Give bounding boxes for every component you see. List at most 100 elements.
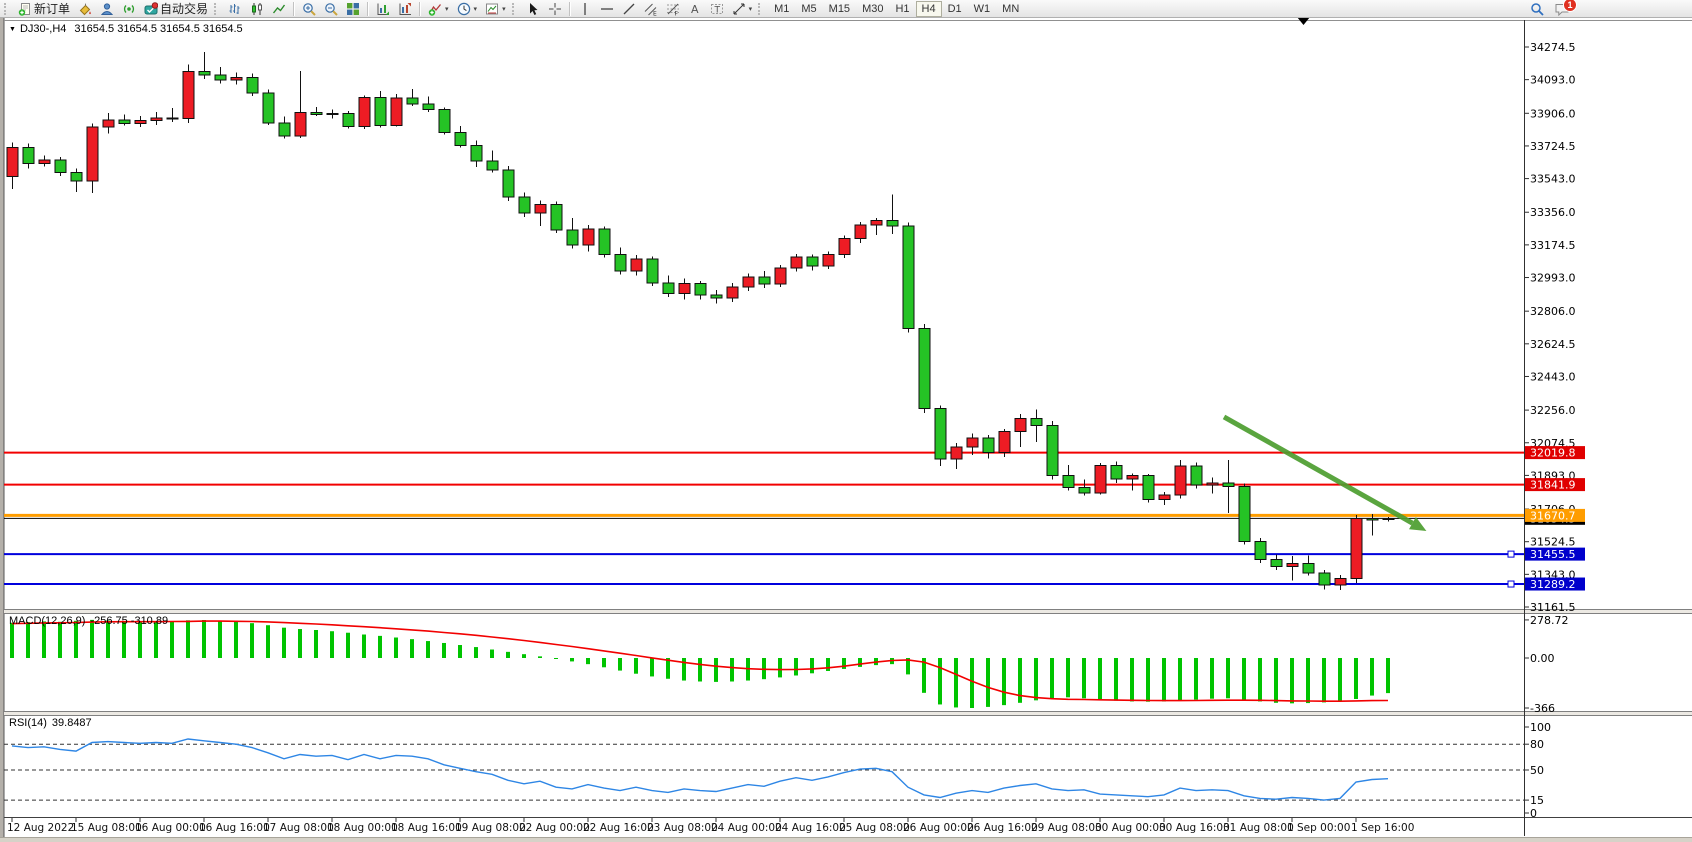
toolbar-group-6: E F A T ▾ — [574, 0, 757, 18]
templates-button[interactable]: ▾ — [481, 1, 510, 17]
crosshair-button[interactable] — [544, 1, 566, 17]
horizontal-line-objects[interactable] — [4, 451, 1524, 588]
svg-text:25 Aug 08:00: 25 Aug 08:00 — [839, 822, 910, 834]
search-button[interactable] — [1526, 1, 1548, 17]
svg-text:23 Aug 08:00: 23 Aug 08:00 — [647, 822, 718, 834]
chart-shift-button[interactable] — [394, 1, 416, 17]
svg-text:26 Aug 16:00: 26 Aug 16:00 — [967, 822, 1038, 834]
signals-button[interactable] — [118, 1, 140, 17]
toolbar-group-1 — [224, 0, 290, 18]
chart-candles-button[interactable] — [246, 1, 268, 17]
text-label-button[interactable]: T — [706, 1, 728, 17]
auto-arrange-button[interactable] — [372, 1, 394, 17]
chevron-down-icon[interactable]: ▼ — [9, 26, 16, 33]
tile-windows-button[interactable] — [342, 1, 364, 17]
indicators-icon — [428, 2, 442, 16]
periods-button[interactable]: ▾ — [453, 1, 482, 17]
svg-text:30 Aug 00:00: 30 Aug 00:00 — [1095, 822, 1166, 834]
tf-h1-label: H1 — [895, 2, 910, 15]
toolbar-separator — [293, 1, 296, 16]
zoom-out-button[interactable] — [320, 1, 342, 17]
macd-name: MACD(12,26,9) — [9, 615, 86, 627]
fibonacci-button[interactable]: F — [662, 1, 684, 17]
trendline-button[interactable] — [618, 1, 640, 17]
svg-text:17 Aug 08:00: 17 Aug 08:00 — [263, 822, 334, 834]
hline-price-label: 31455.5 — [1525, 547, 1585, 561]
toolbar-drag-handle[interactable] — [511, 2, 519, 15]
svg-text:22 Aug 16:00: 22 Aug 16:00 — [583, 822, 654, 834]
zoom-in-button[interactable] — [298, 1, 320, 17]
cursor-button[interactable] — [522, 1, 544, 17]
toolbar-drag-handle[interactable] — [4, 2, 11, 15]
toolbar-drag-handle[interactable] — [758, 2, 765, 15]
horizontal-line-button[interactable] — [596, 1, 618, 17]
candles — [6, 51, 1395, 591]
svg-text:100: 100 — [1530, 721, 1551, 734]
new-order-button[interactable]: 新订单 — [14, 1, 74, 17]
rsi-name: RSI(14) — [9, 717, 47, 729]
candlestick-icon — [250, 2, 264, 16]
toolbar-right: 1 — [1526, 0, 1577, 17]
fibonacci-icon: F — [666, 2, 680, 17]
tile-windows-icon — [346, 2, 360, 16]
template-icon — [485, 2, 499, 16]
dropdown-arrow-icon[interactable]: ▾ — [445, 5, 449, 13]
trend-arrow-annotation[interactable] — [1222, 414, 1427, 531]
svg-text:32019.8: 32019.8 — [1530, 447, 1576, 460]
svg-text:24 Aug 16:00: 24 Aug 16:00 — [775, 822, 846, 834]
tf-m15-button[interactable]: M15 — [823, 1, 856, 17]
profile-button[interactable] — [96, 1, 118, 17]
tf-w1-button[interactable]: W1 — [968, 1, 997, 17]
svg-text:1 Sep 00:00: 1 Sep 00:00 — [1287, 822, 1350, 834]
tf-mn-button[interactable]: MN — [996, 1, 1025, 17]
svg-text:33724.5: 33724.5 — [1530, 140, 1576, 153]
svg-text:31455.5: 31455.5 — [1530, 548, 1576, 561]
chat-button[interactable]: 1 — [1554, 0, 1577, 16]
indicators-button[interactable]: ▾ — [424, 1, 453, 17]
svg-text:31289.2: 31289.2 — [1530, 578, 1576, 591]
crosshair-icon — [548, 2, 562, 16]
chart-line-button[interactable] — [268, 1, 290, 17]
text-button[interactable]: A — [684, 1, 706, 17]
tf-h4-button[interactable]: H4 — [915, 0, 942, 17]
chart-bars-button[interactable] — [224, 1, 246, 17]
svg-text:31670.7: 31670.7 — [1530, 509, 1576, 522]
line-drag-handle[interactable] — [1507, 580, 1515, 588]
styler-button[interactable] — [74, 1, 96, 17]
toolbar-drag-handle[interactable] — [214, 2, 221, 15]
tf-m5-button[interactable]: M5 — [795, 1, 822, 17]
rsi-value: 39.8487 — [51, 717, 92, 729]
signal-icon — [122, 2, 136, 16]
hline-price-label: 31670.7 — [1525, 508, 1585, 522]
macd-pane: 278.72 0.00 -366 — [10, 614, 1569, 715]
svg-text:0.00: 0.00 — [1530, 652, 1555, 665]
autotrade-icon — [144, 1, 159, 16]
tf-m1-button[interactable]: M1 — [768, 1, 795, 17]
svg-text:31161.5: 31161.5 — [1530, 601, 1576, 614]
line-drag-handle[interactable] — [1507, 550, 1515, 558]
dropdown-arrow-icon[interactable]: ▾ — [502, 5, 506, 13]
svg-text:80: 80 — [1530, 738, 1544, 751]
vertical-line-button[interactable] — [574, 1, 596, 17]
equidistant-channel-button[interactable]: E — [640, 1, 662, 17]
autotrade-button[interactable]: 自动交易 — [140, 1, 212, 17]
tf-mn-label: MN — [1002, 2, 1020, 15]
tf-h1-button[interactable]: H1 — [889, 1, 915, 17]
dropdown-arrow-icon[interactable]: ▾ — [473, 5, 478, 13]
tf-d1-button[interactable]: D1 — [942, 1, 968, 17]
svg-text:33543.0: 33543.0 — [1530, 173, 1576, 186]
arrows-button[interactable]: ▾ — [728, 1, 757, 17]
tf-m5-label: M5 — [801, 2, 817, 15]
dropdown-arrow-icon[interactable]: ▾ — [748, 5, 753, 13]
autotrade-label: 自动交易 — [160, 2, 209, 16]
hline-price-label: 31289.2 — [1525, 577, 1585, 591]
tf-m30-button[interactable]: M30 — [856, 1, 889, 17]
new-order-icon — [18, 2, 32, 16]
zoom-out-icon — [324, 2, 338, 16]
toolbar-group-2 — [298, 0, 364, 18]
svg-text:15 Aug 08:00: 15 Aug 08:00 — [71, 822, 142, 834]
svg-text:-366: -366 — [1530, 702, 1555, 715]
chart-shift-marker[interactable] — [1297, 17, 1310, 25]
